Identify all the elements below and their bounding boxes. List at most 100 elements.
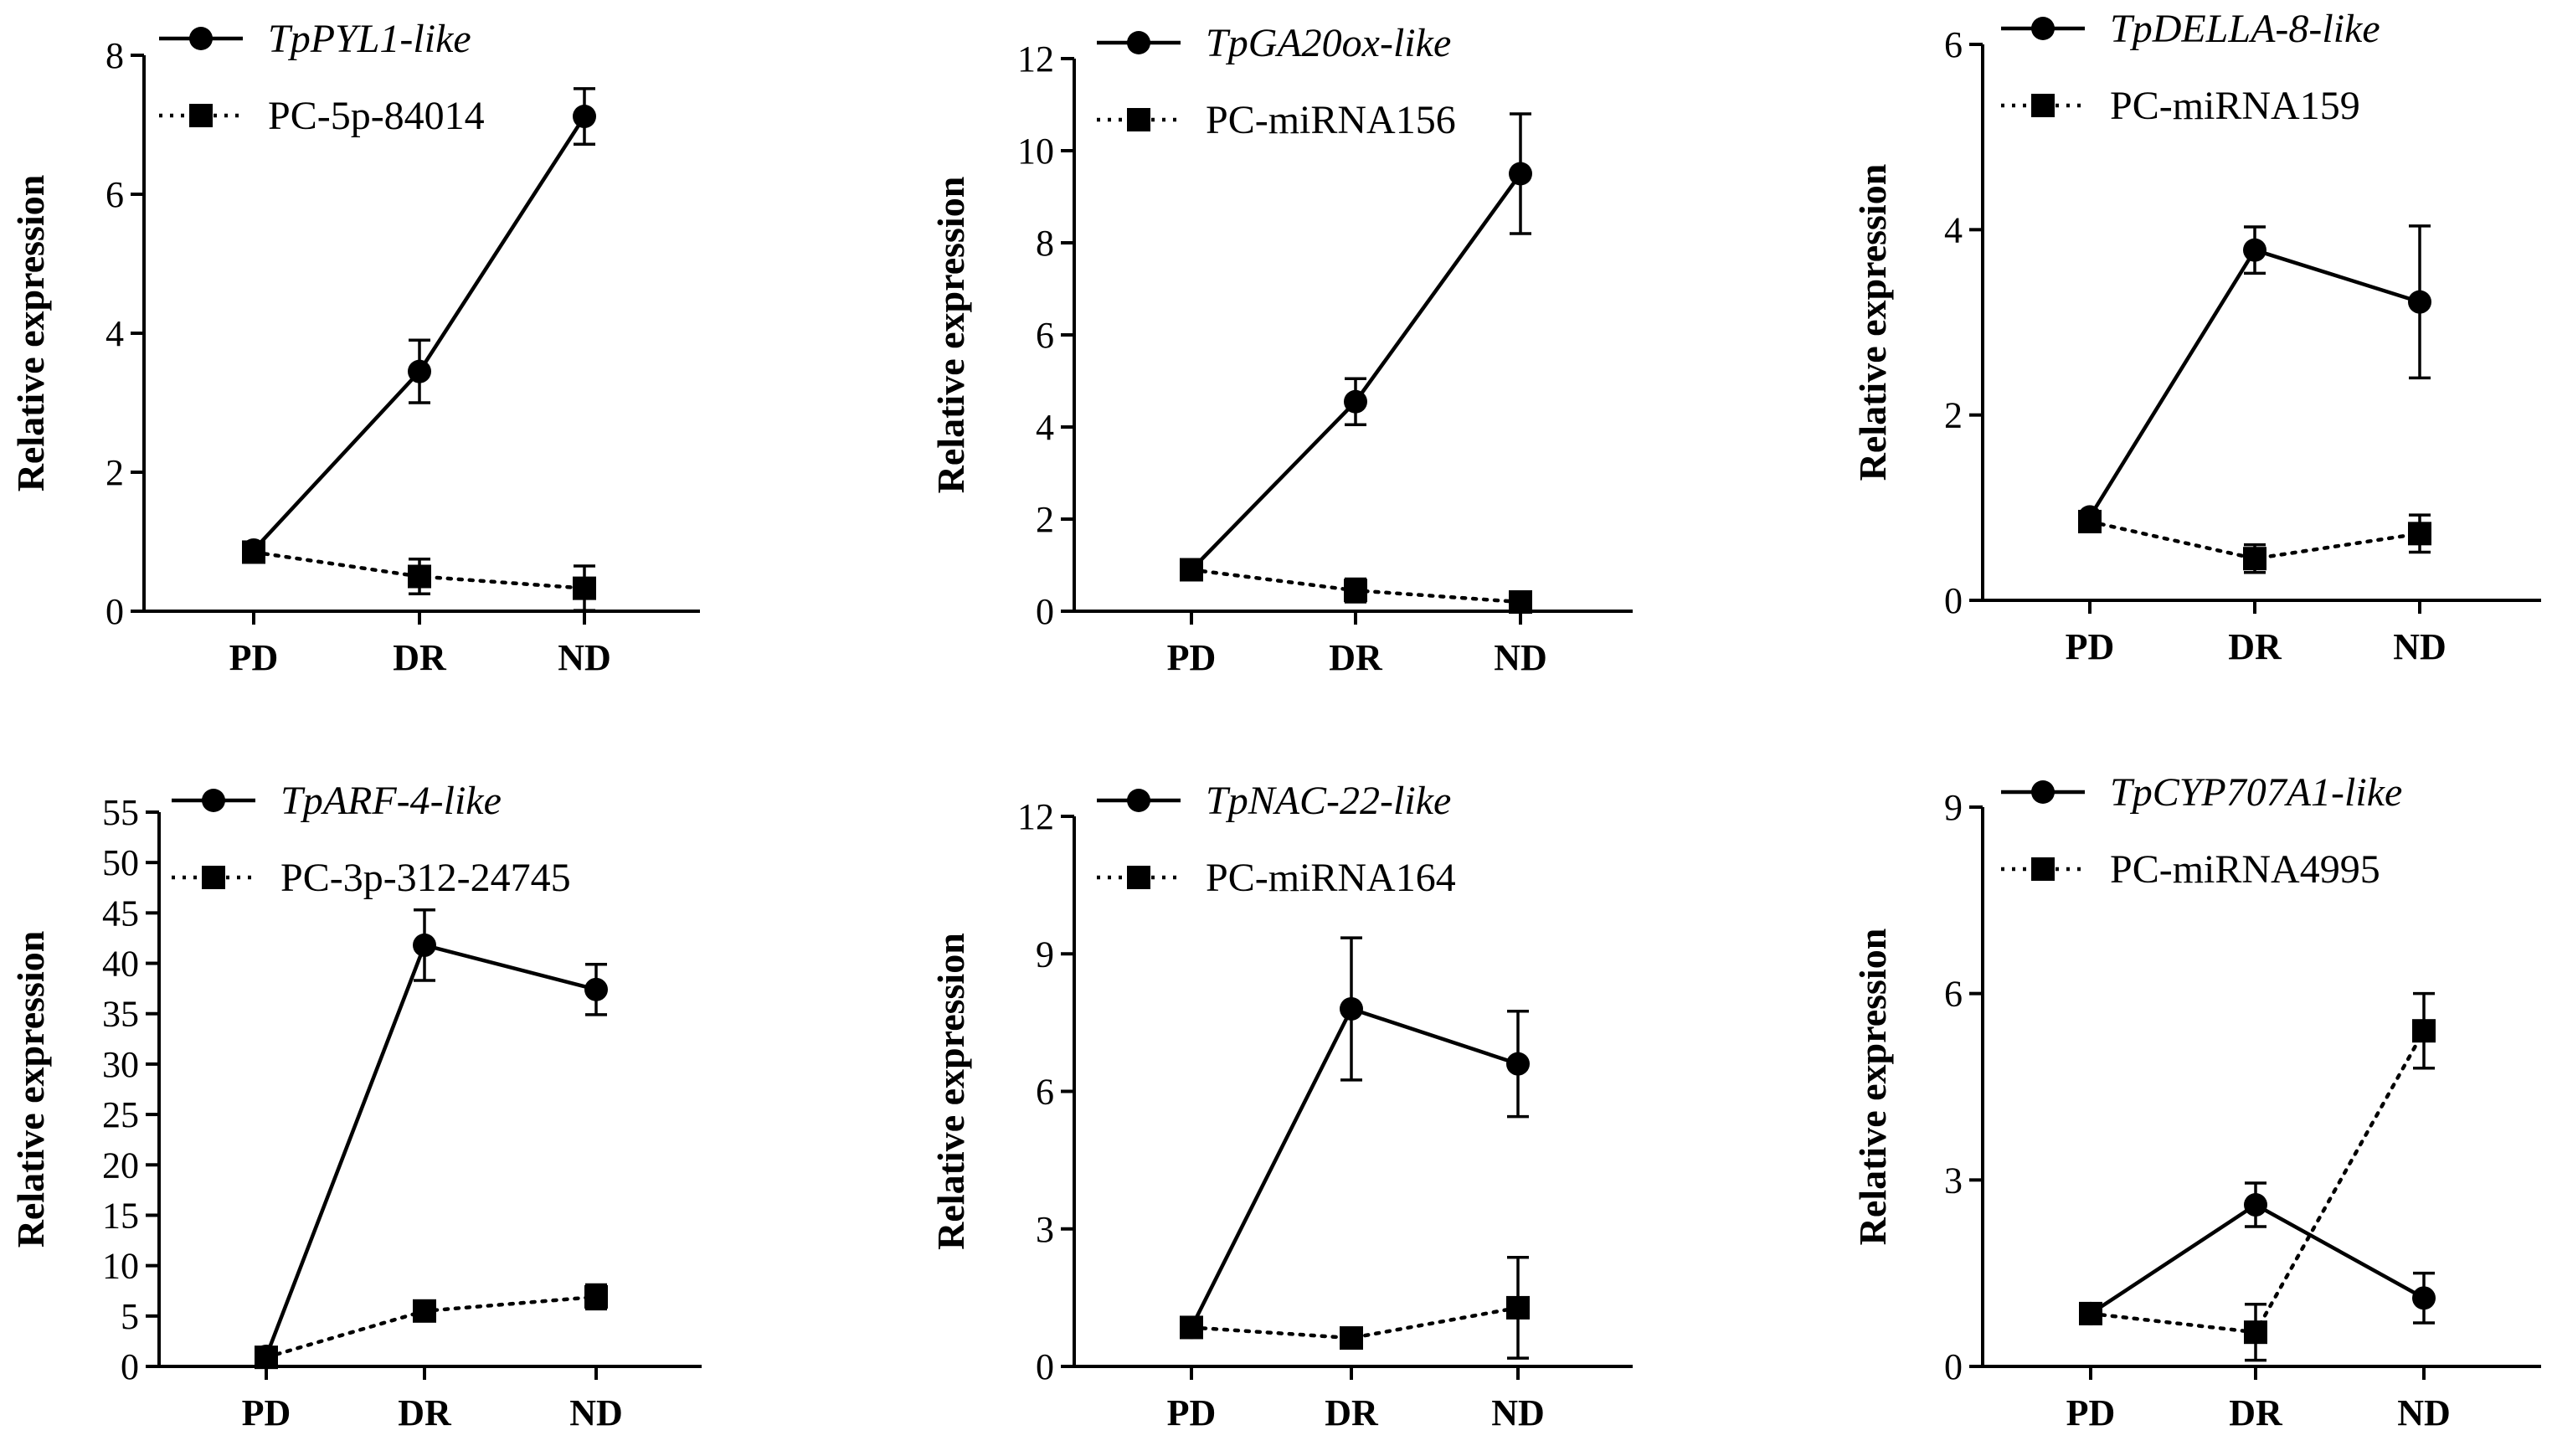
series-line — [1189, 1006, 1520, 1330]
y-tick-label: 20 — [102, 1145, 139, 1186]
y-tick-label: 10 — [1017, 131, 1054, 172]
x-tick-label: ND — [2393, 626, 2447, 667]
series-mirna — [2078, 509, 2431, 574]
legend-label: TpPYL1-like — [268, 17, 471, 61]
series-line — [2087, 519, 2422, 561]
legend-marker — [1127, 866, 1150, 889]
y-tick-label: 2 — [1036, 499, 1054, 540]
y-tick-label: 0 — [1944, 580, 1963, 621]
x-tick-label: DR — [2228, 626, 2282, 667]
series-line — [2088, 1028, 2426, 1335]
x-tick-label: DR — [2229, 1392, 2283, 1433]
x-tick-label: PD — [229, 637, 279, 678]
y-tick-label: 50 — [102, 842, 139, 883]
series-gene — [2079, 1181, 2436, 1325]
data-point-nd — [573, 576, 596, 600]
series-gene — [242, 87, 596, 562]
data-point-nd — [1506, 1295, 1530, 1320]
legend-label: PC-5p-84014 — [268, 94, 485, 138]
x-tick-label: PD — [2066, 1392, 2116, 1433]
data-point-dr — [2244, 1320, 2267, 1345]
data-point-nd — [1509, 590, 1532, 614]
data-point-dr — [1340, 1326, 1363, 1351]
legend-label: PC-3p-312-24745 — [280, 856, 571, 900]
y-tick-label: 25 — [102, 1094, 139, 1135]
data-point-pd — [255, 1344, 278, 1368]
y-tick-label: 40 — [102, 944, 139, 985]
data-point-dr — [408, 359, 431, 383]
series-line — [2087, 248, 2422, 519]
y-tick-label: 6 — [1944, 24, 1963, 65]
x-tick-label: PD — [1167, 1392, 1217, 1433]
y-axis-title: Relative expression — [1851, 164, 1894, 481]
data-point-dr — [2243, 547, 2266, 571]
legend-marker — [189, 104, 213, 127]
series-line — [1189, 172, 1523, 572]
data-point-dr — [1340, 996, 1363, 1021]
legend-label: PC-miRNA164 — [1206, 856, 1456, 900]
data-point-nd — [584, 977, 608, 1001]
series-gene — [255, 908, 608, 1368]
data-point-pd — [1180, 558, 1203, 582]
series-line — [2088, 1202, 2426, 1316]
x-tick-label: DR — [398, 1392, 452, 1433]
legend-marker — [189, 27, 213, 50]
legend-marker — [1127, 31, 1150, 54]
data-point-nd — [2408, 290, 2431, 314]
legend-label: TpNAC-22-like — [1206, 779, 1451, 823]
data-point-pd — [2079, 1301, 2102, 1325]
data-point-pd — [1180, 1315, 1203, 1340]
legend-label: PC-miRNA156 — [1206, 98, 1456, 142]
legend-marker — [2031, 17, 2055, 40]
series-line — [1189, 1305, 1520, 1340]
data-point-nd — [1509, 162, 1532, 186]
y-tick-label: 55 — [102, 792, 139, 833]
series-mirna — [255, 1283, 608, 1370]
y-tick-label: 3 — [1944, 1160, 1963, 1201]
chart-panel-top-middle: 0 2 4 6 8 10 12 PD DR ND Relative expression TpGA20… — [929, 21, 1633, 678]
y-tick-label: 10 — [102, 1246, 139, 1287]
x-tick-label: PD — [1167, 637, 1217, 678]
y-tick-label: 4 — [1944, 209, 1963, 250]
y-tick-label: 30 — [102, 1044, 139, 1085]
data-point-dr — [413, 933, 436, 957]
y-tick-label: 0 — [1036, 1346, 1054, 1387]
data-point-dr — [1344, 389, 1367, 414]
data-point-pd — [242, 538, 265, 562]
y-tick-label: 35 — [102, 994, 139, 1035]
y-tick-label: 15 — [102, 1195, 139, 1236]
y-tick-label: 6 — [105, 174, 124, 215]
x-tick-label: ND — [1494, 637, 1547, 678]
y-tick-label: 9 — [1944, 787, 1963, 828]
series-line — [251, 114, 587, 553]
series-line — [264, 943, 599, 1359]
y-tick-label: 0 — [105, 591, 124, 632]
legend-label: TpCYP707A1-like — [2110, 770, 2402, 815]
x-tick-label: ND — [569, 1392, 623, 1433]
data-point-nd — [2408, 522, 2431, 546]
legend-label: TpGA20ox-like — [1206, 21, 1451, 65]
y-axis-title: Relative expression — [1851, 929, 1894, 1246]
y-tick-label: 12 — [1017, 39, 1054, 80]
chart-panel-bottom-middle: 0 3 6 9 12 PD DR ND Relative expression TpNAC-22-… — [929, 779, 1633, 1433]
legend-marker — [2031, 780, 2055, 804]
y-axis-title: Relative expression — [9, 175, 52, 492]
data-point-dr — [2243, 238, 2266, 262]
y-tick-label: 9 — [1036, 934, 1054, 975]
y-tick-label: 8 — [1036, 223, 1054, 264]
x-tick-label: DR — [393, 637, 447, 678]
legend-marker — [2031, 94, 2055, 117]
y-tick-label: 5 — [121, 1296, 139, 1337]
series-gene — [1180, 936, 1530, 1340]
legend: TpGA20ox-like PC-miRNA156 — [1097, 21, 1456, 142]
legend-label: PC-miRNA4995 — [2110, 847, 2380, 892]
x-tick-label: ND — [558, 637, 611, 678]
y-tick-label: 6 — [1944, 974, 1963, 1015]
y-tick-label: 4 — [105, 313, 124, 354]
chart-panel-top-right: 0 2 4 6 PD DR ND Relative expression TpDELLA-8-l… — [1851, 7, 2541, 667]
data-point-nd — [584, 1284, 608, 1309]
y-tick-label: 2 — [105, 452, 124, 493]
legend-marker — [2031, 857, 2055, 881]
data-point-dr — [408, 564, 431, 589]
legend: TpCYP707A1-like PC-miRNA4995 — [2001, 770, 2402, 892]
